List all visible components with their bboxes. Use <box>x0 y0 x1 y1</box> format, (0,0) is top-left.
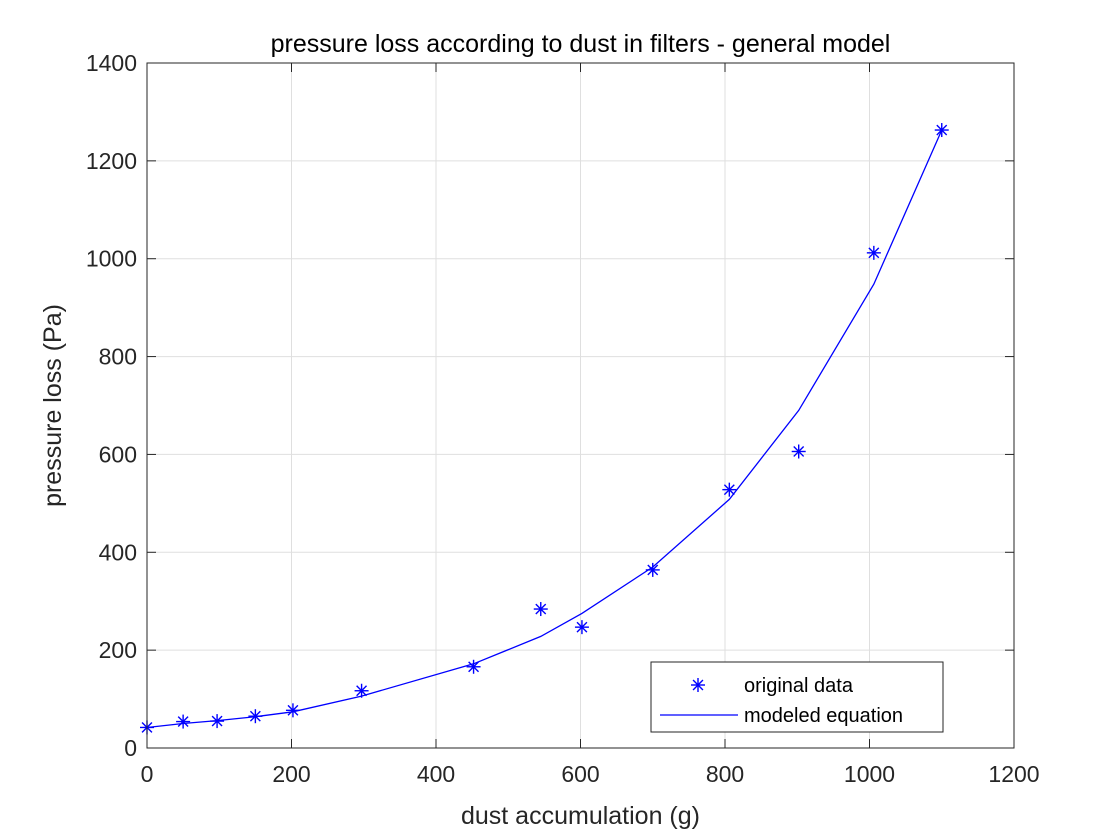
data-point-original-data <box>466 659 481 674</box>
legend-marker-original-data <box>691 678 705 692</box>
legend-label-original-data: original data <box>744 675 854 697</box>
series-line-modeled-equation <box>146 129 943 729</box>
x-tick-label: 1200 <box>988 761 1039 787</box>
x-tick-label: 600 <box>561 761 599 787</box>
x-tick-label: 800 <box>706 761 744 787</box>
series-line-layer <box>146 129 943 729</box>
y-axis-label: pressure loss (Pa) <box>39 304 67 507</box>
data-point-original-data <box>285 703 300 718</box>
x-tick-label: 200 <box>272 761 310 787</box>
legend: original data modeled equation <box>650 661 944 733</box>
data-point-original-data <box>645 562 660 577</box>
y-tick-label: 1000 <box>86 246 137 272</box>
axis-ticks: 0 200 400 600 800 1000 1200 0 200 400 600 800 1000 12… <box>86 50 1040 787</box>
legend-marker-asterisk <box>691 678 705 692</box>
legend-box <box>650 661 944 733</box>
x-axis-label: dust accumulation (g) <box>461 802 700 830</box>
data-point-original-data <box>354 683 369 698</box>
y-tick-label: 400 <box>99 539 137 565</box>
data-point-original-data <box>248 709 263 724</box>
data-point-original-data <box>176 714 191 729</box>
chart-title: pressure loss according to dust in filte… <box>271 30 891 58</box>
legend-label-modeled-equation: modeled equation <box>744 705 903 727</box>
y-tick-label: 1400 <box>86 50 137 76</box>
data-point-original-data <box>533 602 548 617</box>
y-tick-label: 0 <box>124 735 137 761</box>
data-point-original-data <box>210 714 225 729</box>
y-tick-label: 200 <box>99 637 137 663</box>
x-tick-label: 1000 <box>844 761 895 787</box>
grid-lines <box>147 63 1014 748</box>
data-point-original-data <box>722 482 737 497</box>
y-tick-label: 1200 <box>86 148 137 174</box>
x-tick-label: 0 <box>141 761 154 787</box>
data-point-original-data <box>574 620 589 635</box>
data-point-original-data <box>791 444 806 459</box>
x-tick-label: 400 <box>417 761 455 787</box>
y-tick-label: 800 <box>99 344 137 370</box>
data-point-original-data <box>934 123 949 138</box>
data-point-original-data <box>866 245 881 260</box>
y-tick-label: 600 <box>99 441 137 467</box>
